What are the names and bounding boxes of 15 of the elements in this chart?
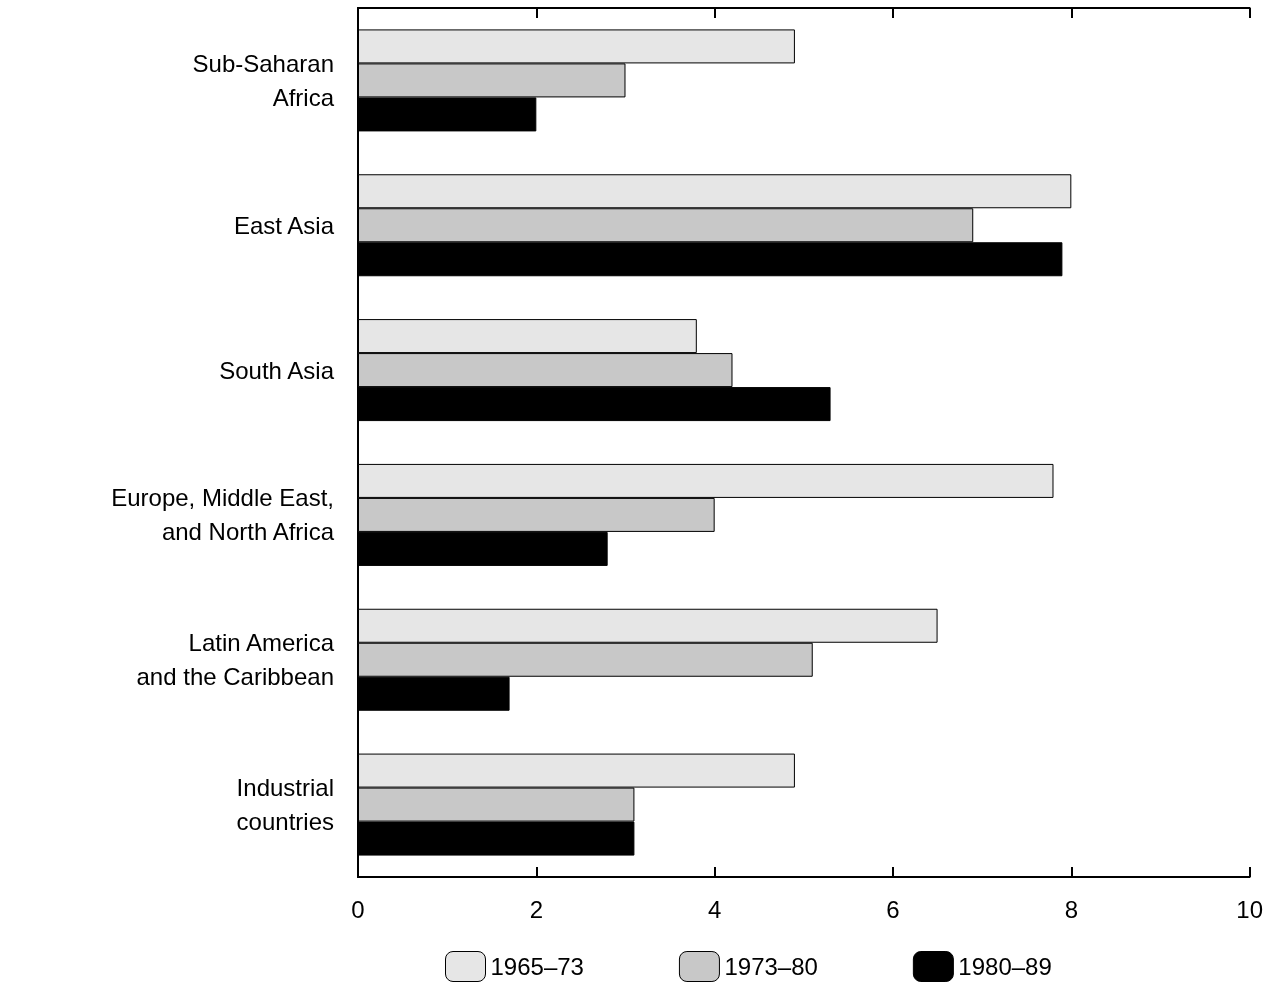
legend-label: 1980–89 xyxy=(958,953,1052,980)
y-tick-label: Industrial countries xyxy=(236,774,334,836)
x-tick-label: 0 xyxy=(351,895,365,923)
y-tick-label: Sub-Saharan Africa xyxy=(192,49,335,111)
x-tick-label: 8 xyxy=(1064,895,1078,923)
y-tick-label: Latin America and the Caribbean xyxy=(136,629,335,691)
y-tick-label: East Asia xyxy=(233,211,335,239)
x-tick-label: 2 xyxy=(529,895,544,923)
x-tick-label: 10 xyxy=(1236,895,1263,923)
legend-label: 1973–80 xyxy=(724,953,818,980)
y-tick-label: South Asia xyxy=(219,356,335,384)
x-tick-label: 4 xyxy=(707,895,722,923)
y-tick-label: Europe, Middle East, and North Africa xyxy=(111,484,335,546)
legend-label: 1965–73 xyxy=(490,953,584,980)
x-tick-label: 6 xyxy=(886,895,900,923)
